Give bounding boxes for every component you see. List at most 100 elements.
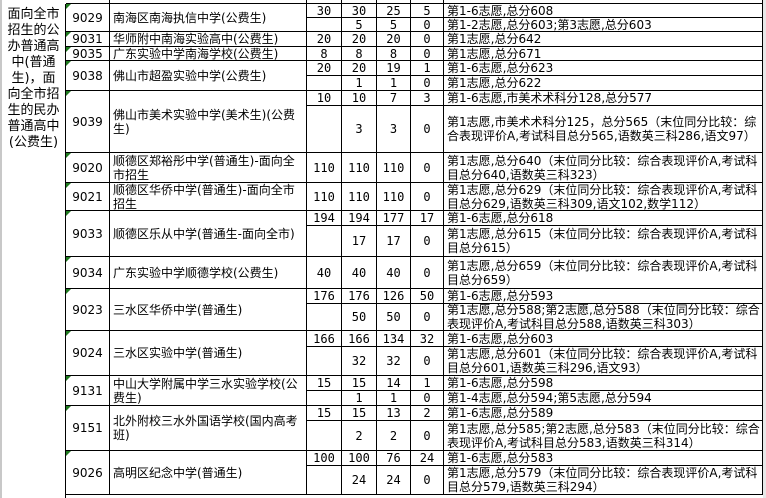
batch-plan[interactable]: 20	[342, 32, 377, 47]
school-code[interactable]: 9035	[66, 47, 110, 61]
remaining-count[interactable]: 0	[411, 32, 444, 47]
cutoff-note[interactable]: 第1-2志愿,总分603;第3志愿,总分603	[444, 18, 763, 32]
school-code[interactable]: 9026	[66, 451, 110, 495]
plan-count-empty[interactable]	[307, 391, 342, 406]
remaining-count[interactable]: 0	[411, 421, 444, 451]
school-code[interactable]: 9029	[66, 4, 110, 32]
admitted-count[interactable]: 13	[377, 406, 411, 421]
cutoff-note[interactable]: 第1志愿,总分642	[444, 32, 763, 47]
batch-plan[interactable]: 10	[342, 91, 377, 106]
cutoff-note[interactable]: 第1志愿,总分615（末位同分比较：综合表现评价A,考试科目总分615）	[444, 226, 763, 257]
school-code[interactable]: 9151	[66, 406, 110, 451]
plan-count[interactable]: 15	[307, 376, 342, 391]
school-name[interactable]: 广东实验中学南海学校(公费生)	[110, 47, 307, 61]
admitted-count[interactable]: 7	[377, 91, 411, 106]
batch-plan[interactable]: 8	[342, 47, 377, 61]
remaining-count[interactable]: 0	[411, 466, 444, 495]
batch-plan[interactable]: 176	[342, 289, 377, 304]
remaining-count[interactable]: 32	[411, 331, 444, 347]
school-name[interactable]: 中山大学附属中学三水实验学校(公费生)	[110, 376, 307, 406]
remaining-count[interactable]: 0	[411, 347, 444, 376]
cutoff-note[interactable]: 第1-6志愿,总分608	[444, 4, 763, 18]
cutoff-note[interactable]: 第1志愿,总分601（末位同分比较：综合表现评价A,考试科目总分601,语数英三…	[444, 347, 763, 376]
school-code[interactable]: 9038	[66, 61, 110, 91]
batch-plan[interactable]: 17	[342, 226, 377, 257]
plan-count[interactable]: 20	[307, 32, 342, 47]
cell-partial[interactable]	[342, 0, 377, 4]
cutoff-note[interactable]: 第1-6志愿,总分618	[444, 211, 763, 226]
batch-plan[interactable]: 50	[342, 304, 377, 331]
cutoff-note[interactable]: 第1志愿,总分579（末位同分比较：综合表现评价A,考试科目总分579,语数英三…	[444, 466, 763, 495]
cutoff-note[interactable]: 第1-6志愿,总分603	[444, 331, 763, 347]
plan-count[interactable]: 100	[307, 451, 342, 466]
plan-count-empty[interactable]	[307, 226, 342, 257]
cell-partial[interactable]	[411, 0, 444, 4]
category-cell-empty[interactable]	[2, 153, 66, 498]
plan-count[interactable]: 10	[307, 91, 342, 106]
plan-count[interactable]: 110	[307, 183, 342, 211]
plan-count[interactable]: 166	[307, 331, 342, 347]
cutoff-note[interactable]: 第1志愿,总分659（末位同分比较：综合表现评价A,考试科目总分659）	[444, 257, 763, 289]
remaining-count[interactable]: 1	[411, 61, 444, 76]
batch-plan[interactable]: 40	[342, 257, 377, 289]
admitted-count[interactable]: 25	[377, 4, 411, 18]
school-name[interactable]: 佛山市超盈实验中学(公费生)	[110, 61, 307, 91]
plan-count-empty[interactable]	[307, 421, 342, 451]
cell-partial[interactable]	[444, 0, 763, 4]
batch-plan[interactable]: 1	[342, 391, 377, 406]
cutoff-note[interactable]: 第1-6志愿,市美术术科分128,总分577	[444, 91, 763, 106]
school-name[interactable]: 高明区纪念中学(普通生)	[110, 451, 307, 495]
remaining-count[interactable]: 0	[411, 18, 444, 32]
plan-count-empty[interactable]	[307, 18, 342, 32]
admitted-count[interactable]: 17	[377, 226, 411, 257]
cutoff-note[interactable]: 第1志愿,总分629（末位同分比较：综合表现评价A,考试科目总分629,语数英三…	[444, 183, 763, 211]
school-code[interactable]: 9131	[66, 376, 110, 406]
batch-plan[interactable]: 30	[342, 4, 377, 18]
admitted-count[interactable]: 20	[377, 32, 411, 47]
remaining-count[interactable]: 2	[411, 406, 444, 421]
cutoff-note[interactable]: 第1志愿,总分585;第2志愿,总分583（末位同分比较：综合表现评价A,考试科…	[444, 421, 763, 451]
school-name[interactable]: 顺德区华侨中学(普通生)-面向全市招生	[110, 183, 307, 211]
cell-partial[interactable]	[110, 0, 307, 4]
school-name[interactable]: 佛山市美术实验中学(美术生)(公费生)	[110, 91, 307, 153]
school-code[interactable]: 9020	[66, 153, 110, 183]
category-cell[interactable]: 面向全市招生的公办普通高中(普通生)，面向全市招生的民办普通高中(公费生)	[2, 4, 66, 153]
school-code[interactable]: 9033	[66, 211, 110, 257]
remaining-count[interactable]: 0	[411, 47, 444, 61]
batch-plan[interactable]: 110	[342, 153, 377, 183]
batch-plan[interactable]: 5	[342, 18, 377, 32]
cutoff-note[interactable]: 第1志愿,总分671	[444, 47, 763, 61]
remaining-count[interactable]: 50	[411, 289, 444, 304]
batch-plan[interactable]: 20	[342, 61, 377, 76]
admitted-count[interactable]: 1	[377, 391, 411, 406]
admitted-count[interactable]: 134	[377, 331, 411, 347]
school-name[interactable]: 广东实验中学顺德学校(公费生)	[110, 257, 307, 289]
cutoff-note[interactable]: 第1-6志愿,总分593	[444, 289, 763, 304]
admitted-count[interactable]: 14	[377, 376, 411, 391]
admitted-count[interactable]: 110	[377, 153, 411, 183]
batch-plan[interactable]: 110	[342, 183, 377, 211]
cell-partial[interactable]	[377, 0, 411, 4]
plan-count[interactable]: 176	[307, 289, 342, 304]
plan-count[interactable]: 110	[307, 153, 342, 183]
admitted-count[interactable]: 110	[377, 183, 411, 211]
cutoff-note[interactable]: 第1志愿,总分622	[444, 76, 763, 91]
cutoff-note[interactable]: 第1-6志愿,总分598	[444, 376, 763, 391]
school-name[interactable]: 南海区南海执信中学(公费生)	[110, 4, 307, 32]
admitted-count[interactable]: 76	[377, 451, 411, 466]
plan-count-empty[interactable]	[307, 347, 342, 376]
admitted-count[interactable]: 3	[377, 106, 411, 153]
admitted-count[interactable]: 177	[377, 211, 411, 226]
plan-count-empty[interactable]	[307, 76, 342, 91]
cutoff-note[interactable]: 第1-6志愿,总分589	[444, 406, 763, 421]
batch-plan[interactable]: 3	[342, 106, 377, 153]
admitted-count[interactable]: 5	[377, 18, 411, 32]
school-name[interactable]: 三水区实验中学(普通生)	[110, 331, 307, 376]
remaining-count[interactable]: 0	[411, 153, 444, 183]
plan-count[interactable]: 194	[307, 211, 342, 226]
school-code[interactable]: 9023	[66, 289, 110, 331]
plan-count[interactable]: 40	[307, 257, 342, 289]
plan-count[interactable]: 20	[307, 61, 342, 76]
admitted-count[interactable]: 8	[377, 47, 411, 61]
cell-partial[interactable]	[307, 0, 342, 4]
